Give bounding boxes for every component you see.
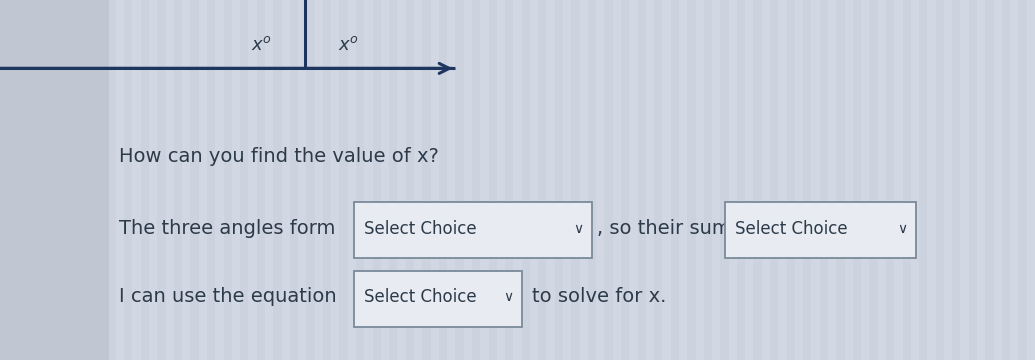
Text: Select Choice: Select Choice <box>364 288 477 306</box>
Bar <box>331 0 339 360</box>
Bar <box>265 0 273 360</box>
Bar <box>1027 0 1035 360</box>
Bar <box>795 0 803 360</box>
Bar <box>315 0 323 360</box>
Bar <box>878 0 886 360</box>
Bar <box>17 0 25 360</box>
Bar <box>596 0 604 360</box>
Bar <box>828 0 836 360</box>
Bar <box>464 0 472 360</box>
Bar <box>248 0 257 360</box>
Bar <box>861 0 869 360</box>
Bar <box>497 0 505 360</box>
Bar <box>911 0 919 360</box>
Bar <box>712 0 720 360</box>
Bar <box>298 0 306 360</box>
Bar <box>348 0 356 360</box>
Bar <box>845 0 853 360</box>
Bar <box>50 0 58 360</box>
Bar <box>546 0 555 360</box>
Bar <box>811 0 820 360</box>
Bar <box>944 0 952 360</box>
Bar <box>778 0 787 360</box>
Bar <box>83 0 91 360</box>
Bar <box>381 0 389 360</box>
FancyBboxPatch shape <box>354 271 522 327</box>
Text: ∨: ∨ <box>503 290 513 304</box>
Bar <box>696 0 704 360</box>
Bar <box>282 0 290 360</box>
Bar <box>414 0 422 360</box>
Bar <box>662 0 671 360</box>
Text: ∨: ∨ <box>573 222 584 235</box>
Bar <box>580 0 588 360</box>
Bar <box>215 0 224 360</box>
FancyBboxPatch shape <box>354 202 592 258</box>
Bar <box>480 0 489 360</box>
Bar <box>1010 0 1018 360</box>
Bar <box>149 0 157 360</box>
Text: Select Choice: Select Choice <box>364 220 477 238</box>
Bar <box>182 0 190 360</box>
Bar <box>232 0 240 360</box>
Bar <box>397 0 406 360</box>
Bar <box>646 0 654 360</box>
Text: Select Choice: Select Choice <box>735 220 848 238</box>
Bar <box>679 0 687 360</box>
Bar <box>994 0 1002 360</box>
Text: I can use the equation: I can use the equation <box>119 288 336 306</box>
Bar <box>364 0 373 360</box>
Text: to solve for x.: to solve for x. <box>532 288 667 306</box>
Bar <box>431 0 439 360</box>
Text: $x^o$: $x^o$ <box>252 36 272 54</box>
Bar <box>960 0 969 360</box>
FancyBboxPatch shape <box>724 202 916 258</box>
Bar <box>33 0 41 360</box>
Bar <box>629 0 638 360</box>
Bar <box>762 0 770 360</box>
Bar <box>166 0 174 360</box>
Bar <box>894 0 903 360</box>
Bar <box>613 0 621 360</box>
Bar <box>99 0 108 360</box>
Bar <box>927 0 936 360</box>
Bar <box>530 0 538 360</box>
Bar <box>729 0 737 360</box>
Bar <box>745 0 753 360</box>
Bar <box>563 0 571 360</box>
Text: , so their sum is: , so their sum is <box>597 219 752 238</box>
FancyBboxPatch shape <box>0 0 109 360</box>
Bar <box>199 0 207 360</box>
Bar <box>132 0 141 360</box>
Text: The three angles form: The three angles form <box>119 219 335 238</box>
Bar <box>66 0 75 360</box>
Text: How can you find the value of x?: How can you find the value of x? <box>119 147 439 166</box>
Bar <box>116 0 124 360</box>
Text: $x^o$: $x^o$ <box>338 36 359 54</box>
Bar <box>977 0 985 360</box>
Bar <box>0 0 8 360</box>
Text: ∨: ∨ <box>897 222 908 235</box>
Bar <box>513 0 522 360</box>
Bar <box>447 0 455 360</box>
